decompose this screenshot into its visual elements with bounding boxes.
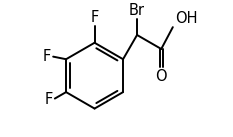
Text: F: F <box>43 49 51 64</box>
Text: F: F <box>44 92 52 107</box>
Text: Br: Br <box>129 3 145 18</box>
Text: F: F <box>90 10 99 25</box>
Text: OH: OH <box>175 11 197 26</box>
Text: O: O <box>155 69 167 84</box>
